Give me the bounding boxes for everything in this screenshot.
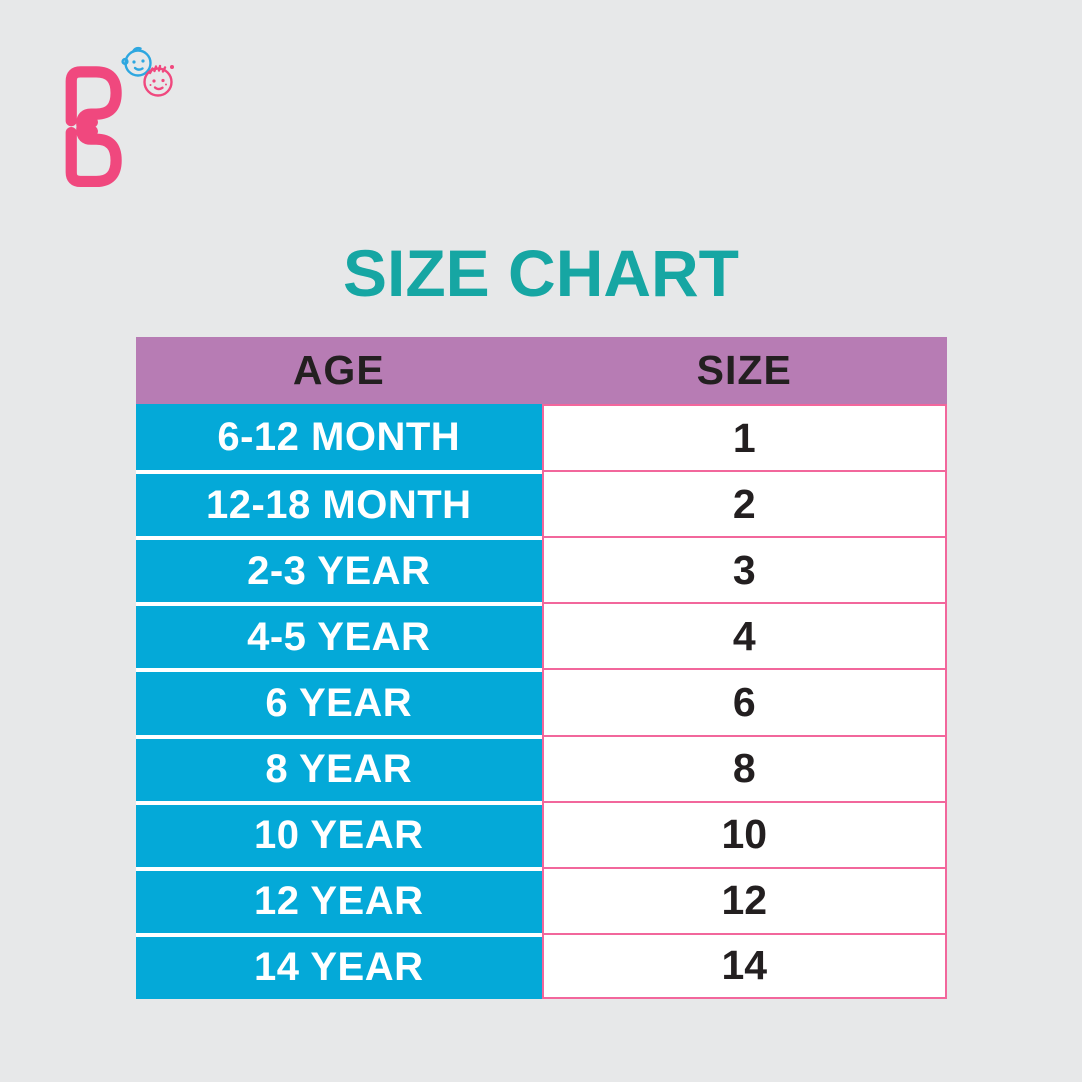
table-row: 2-3 YEAR 3 [136, 536, 947, 603]
pink-baby-face-icon [143, 64, 173, 97]
size-cell: 8 [541, 734, 947, 801]
size-cell: 14 [541, 932, 947, 999]
size-cell: 4 [541, 602, 947, 669]
brand-logo [65, 46, 174, 188]
table-row: 4-5 YEAR 4 [136, 602, 947, 669]
age-cell: 6 YEAR [136, 668, 542, 735]
column-header-size: SIZE [696, 347, 792, 393]
size-cell: 3 [541, 536, 947, 603]
logo-accent-dot-icon [170, 65, 174, 69]
age-cell: 14 YEAR [136, 932, 542, 999]
size-cell: 12 [541, 866, 947, 933]
age-cell: 6-12 MONTH [136, 404, 542, 471]
blue-baby-face-icon [121, 46, 152, 77]
table-row: 6 YEAR 6 [136, 668, 947, 735]
age-cell: 12-18 MONTH [136, 470, 542, 537]
age-cell: 4-5 YEAR [136, 602, 542, 669]
age-cell: 12 YEAR [136, 866, 542, 933]
size-table: AGE SIZE 6-12 MONTH 1 12-18 MONTH 2 2-3 … [136, 337, 947, 999]
size-cell: 6 [541, 668, 947, 735]
age-cell: 8 YEAR [136, 734, 542, 801]
table-row: 14 YEAR 14 [136, 932, 947, 999]
b-monogram-icon [65, 66, 122, 188]
table-row: 12 YEAR 12 [136, 866, 947, 933]
age-cell: 2-3 YEAR [136, 536, 542, 603]
table-body: 6-12 MONTH 1 12-18 MONTH 2 2-3 YEAR 3 4-… [136, 404, 947, 999]
table-header-row: AGE SIZE [136, 337, 947, 404]
size-cell: 1 [541, 404, 947, 471]
page-title: SIZE CHART [343, 236, 739, 310]
size-cell: 2 [541, 470, 947, 537]
table-row: 8 YEAR 8 [136, 734, 947, 801]
table-row: 10 YEAR 10 [136, 800, 947, 867]
size-cell: 10 [541, 800, 947, 867]
column-header-age: AGE [292, 347, 385, 393]
table-row: 12-18 MONTH 2 [136, 470, 947, 537]
age-cell: 10 YEAR [136, 800, 542, 867]
table-row: 6-12 MONTH 1 [136, 404, 947, 471]
